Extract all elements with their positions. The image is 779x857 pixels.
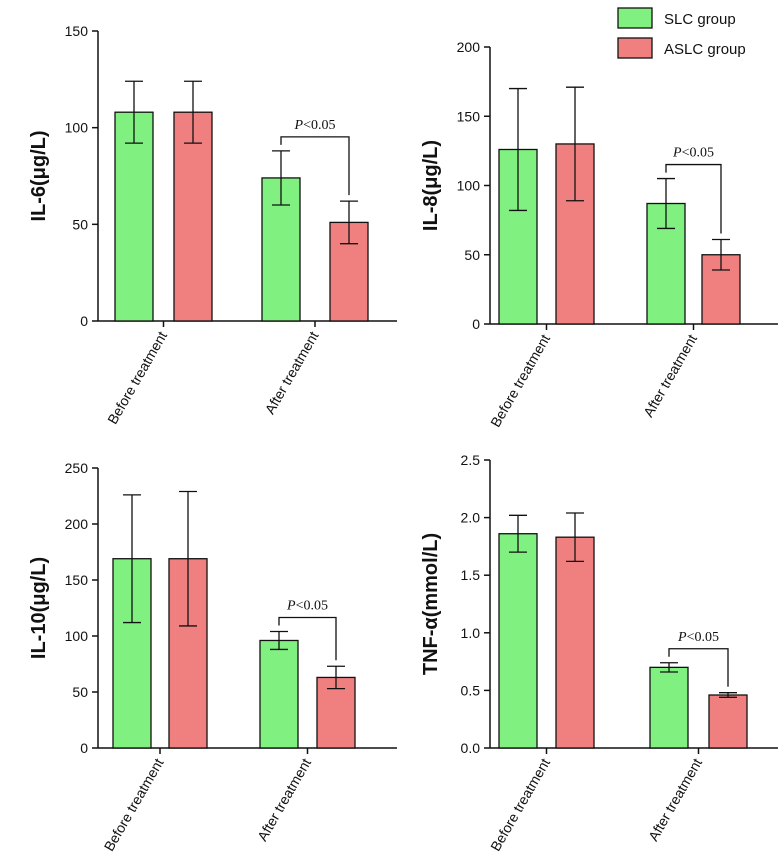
p-value-label: P<0.05 <box>672 146 714 161</box>
p-symbol: P <box>677 630 687 645</box>
significance-bracket <box>280 136 350 196</box>
category-label: Before treatment <box>487 331 553 429</box>
panel-2: 0 50 100 150 200 IL-8(μg/L) Before treatment Af… <box>420 39 778 430</box>
y-tick-label: 2.5 <box>461 452 481 468</box>
bar <box>498 533 538 749</box>
legend-swatch <box>617 37 653 59</box>
panel-1: 0 50 100 150 IL-6(μg/L) Before treatment After… <box>28 23 397 427</box>
p-symbol: P <box>672 146 682 161</box>
y-tick-label: 150 <box>65 572 89 588</box>
category-label: After treatment <box>254 755 314 843</box>
p-symbol: P <box>294 118 304 133</box>
bar <box>708 694 748 749</box>
legend-label: SLC group <box>664 11 736 28</box>
panel-4: 0.0 0.5 1.0 1.5 2.0 2.5 TNF-α(mmol/L) Before tr… <box>420 452 778 854</box>
y-tick-label: 50 <box>72 216 88 232</box>
y-axis-label: IL-10(μg/L) <box>28 557 50 659</box>
y-tick-label: 0.5 <box>461 682 481 698</box>
bar <box>173 111 213 322</box>
y-axis-label: IL-6(μg/L) <box>28 130 50 221</box>
p-value-text: <0.05 <box>296 599 328 614</box>
p-value-text: <0.05 <box>687 630 719 645</box>
category-label: After treatment <box>645 755 705 843</box>
p-value-label: P<0.05 <box>677 630 719 645</box>
y-tick-label: 0 <box>80 313 88 329</box>
y-tick-label: 0.0 <box>461 740 481 756</box>
y-tick-label: 0 <box>80 740 88 756</box>
p-value-label: P<0.05 <box>286 599 328 614</box>
y-tick-label: 150 <box>65 23 89 39</box>
y-axis-label: TNF-α(mmol/L) <box>420 533 442 675</box>
significance-bracket <box>278 616 337 661</box>
bar <box>114 111 154 322</box>
y-tick-label: 50 <box>464 247 480 263</box>
y-tick-label: 200 <box>457 39 481 55</box>
legend-label: ASLC group <box>664 41 746 58</box>
category-label: Before treatment <box>487 755 553 853</box>
y-tick-label: 1.5 <box>461 567 481 583</box>
significance-bracket <box>668 648 729 687</box>
panel-3: 0 50 100 150 200 250 IL-10(μg/L) Before treatme… <box>28 460 397 854</box>
legend-swatch <box>617 7 653 29</box>
significance-bracket <box>665 163 722 234</box>
category-label: Before treatment <box>104 328 170 426</box>
category-label: Before treatment <box>101 755 167 853</box>
y-tick-label: 100 <box>457 178 481 194</box>
category-label: After treatment <box>261 328 321 416</box>
y-tick-label: 0 <box>472 316 480 332</box>
p-symbol: P <box>286 599 296 614</box>
y-tick-label: 50 <box>72 684 88 700</box>
y-tick-label: 100 <box>65 120 89 136</box>
y-tick-label: 2.0 <box>461 510 481 526</box>
y-tick-label: 1.0 <box>461 625 481 641</box>
bar <box>555 536 595 749</box>
y-tick-label: 200 <box>65 516 89 532</box>
p-value-label: P<0.05 <box>294 118 336 133</box>
y-tick-label: 100 <box>65 628 89 644</box>
y-axis-label: IL-8(μg/L) <box>420 140 442 231</box>
p-value-text: <0.05 <box>682 146 714 161</box>
legend: SLC group ASLC group <box>617 7 746 59</box>
p-value-text: <0.05 <box>303 118 335 133</box>
y-tick-label: 150 <box>457 108 481 124</box>
category-label: After treatment <box>640 331 700 419</box>
y-tick-label: 250 <box>65 460 89 476</box>
bar <box>259 639 299 749</box>
bar <box>649 666 689 749</box>
